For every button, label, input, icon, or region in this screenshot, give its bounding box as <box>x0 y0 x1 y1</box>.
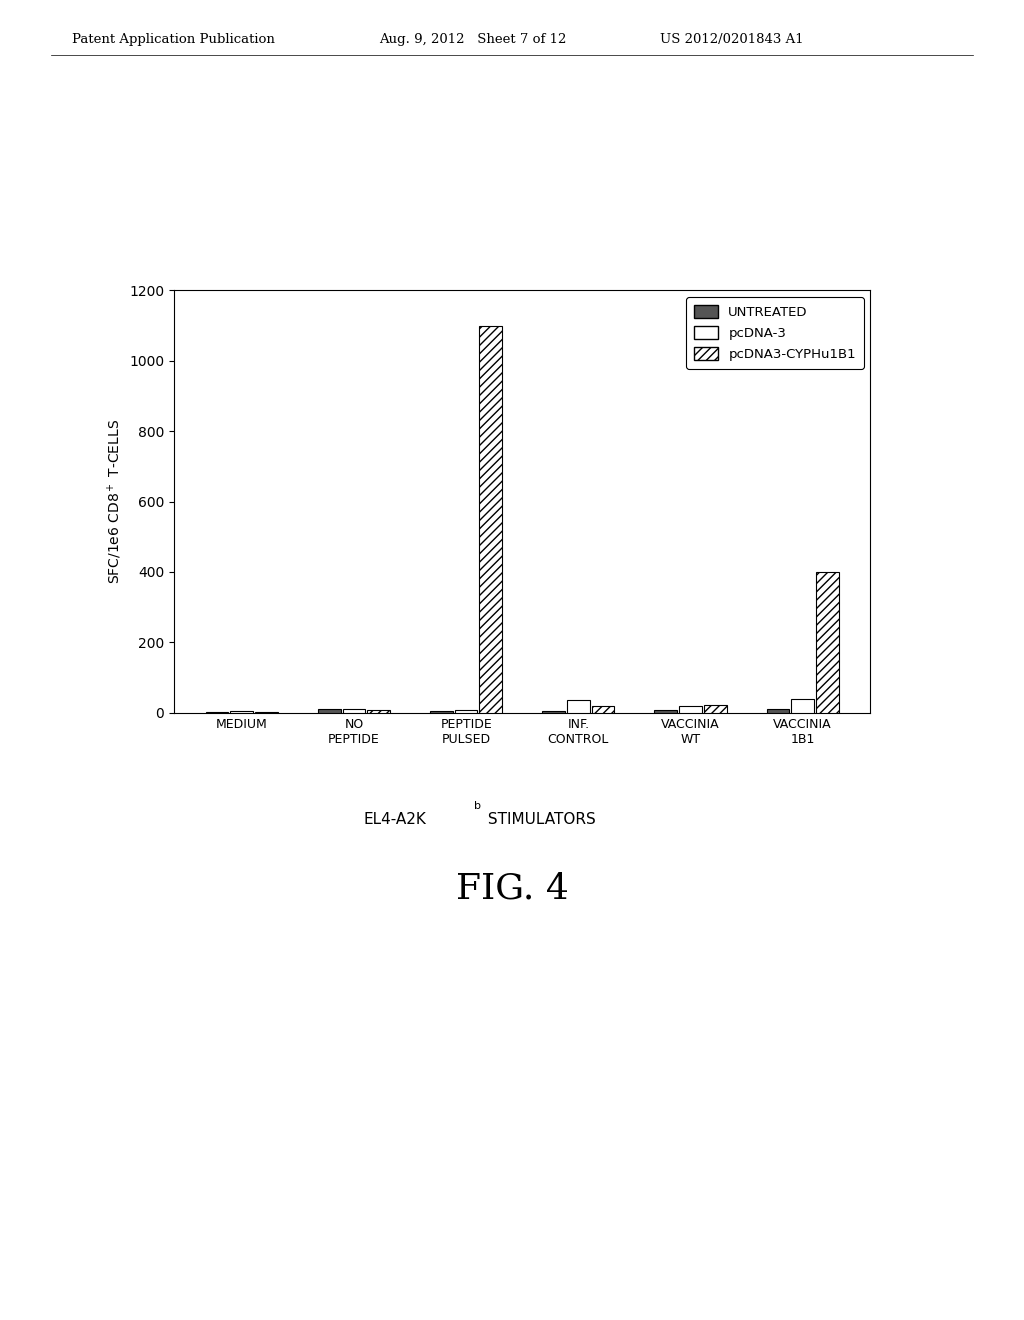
Bar <box>567 701 590 713</box>
Bar <box>368 710 390 713</box>
Bar <box>592 706 614 713</box>
Bar <box>230 711 253 713</box>
Bar <box>703 705 727 713</box>
Text: US 2012/0201843 A1: US 2012/0201843 A1 <box>660 33 804 46</box>
Bar <box>479 326 502 713</box>
Bar <box>767 709 790 713</box>
Text: FIG. 4: FIG. 4 <box>456 871 568 906</box>
Bar <box>654 710 677 713</box>
Bar <box>455 710 477 713</box>
Bar <box>816 572 839 713</box>
Legend: UNTREATED, pcDNA-3, pcDNA3-CYPHu1B1: UNTREATED, pcDNA-3, pcDNA3-CYPHu1B1 <box>686 297 864 368</box>
Bar <box>792 698 814 713</box>
Bar <box>679 706 701 713</box>
Bar <box>343 709 366 713</box>
Text: Aug. 9, 2012   Sheet 7 of 12: Aug. 9, 2012 Sheet 7 of 12 <box>379 33 566 46</box>
Text: STIMULATORS: STIMULATORS <box>483 812 596 826</box>
Text: Patent Application Publication: Patent Application Publication <box>72 33 274 46</box>
Bar <box>317 709 341 713</box>
Text: b: b <box>474 801 481 812</box>
Text: EL4-A2K: EL4-A2K <box>364 812 426 826</box>
Bar <box>430 711 453 713</box>
Y-axis label: SFC/1e6 CD8$^+$ T-CELLS: SFC/1e6 CD8$^+$ T-CELLS <box>105 418 124 585</box>
Bar <box>543 711 565 713</box>
